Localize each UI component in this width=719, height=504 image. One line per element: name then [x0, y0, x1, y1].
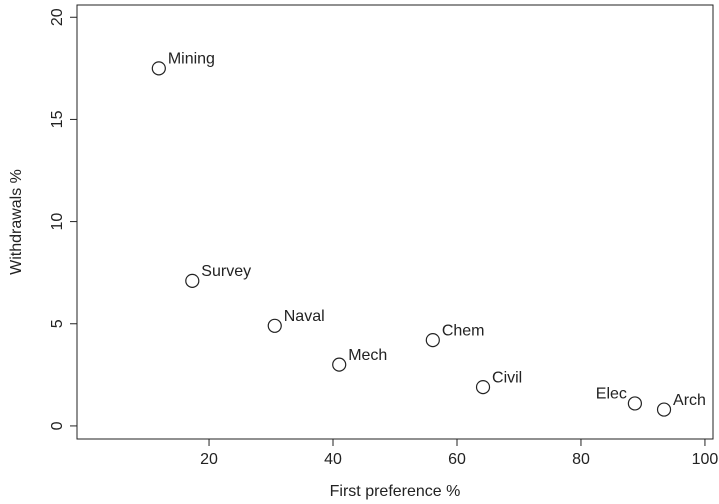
point — [185, 273, 200, 288]
point-label: Mech — [348, 347, 387, 364]
x-tick-label: 20 — [200, 451, 218, 468]
point — [332, 357, 347, 372]
point-label: Naval — [284, 308, 325, 325]
point — [656, 402, 672, 417]
x-tick-label: 40 — [324, 451, 342, 468]
x-tick-label: 100 — [692, 451, 719, 468]
y-tick-label: 20 — [49, 8, 66, 26]
x-axis-title: First preference % — [330, 483, 461, 500]
point — [475, 379, 491, 395]
point-label: Elec — [596, 386, 627, 403]
y-tick-label: 0 — [49, 421, 66, 430]
point-label: Arch — [673, 392, 706, 409]
x-tick-label: 80 — [572, 451, 590, 468]
y-tick-label: 5 — [49, 319, 66, 328]
y-tick-label: 15 — [49, 110, 66, 128]
x-tick-label: 60 — [448, 451, 466, 468]
y-axis-title: Withdrawals % — [8, 169, 25, 275]
point-label: Mining — [168, 51, 215, 68]
point — [267, 318, 282, 333]
y-tick-label: 10 — [49, 213, 66, 231]
plot-frame — [76, 4, 714, 440]
point-label: Survey — [201, 263, 251, 280]
point — [627, 396, 642, 411]
point-label: Chem — [442, 322, 485, 339]
point-label: Civil — [492, 369, 522, 386]
point — [151, 61, 166, 76]
point — [425, 333, 440, 348]
